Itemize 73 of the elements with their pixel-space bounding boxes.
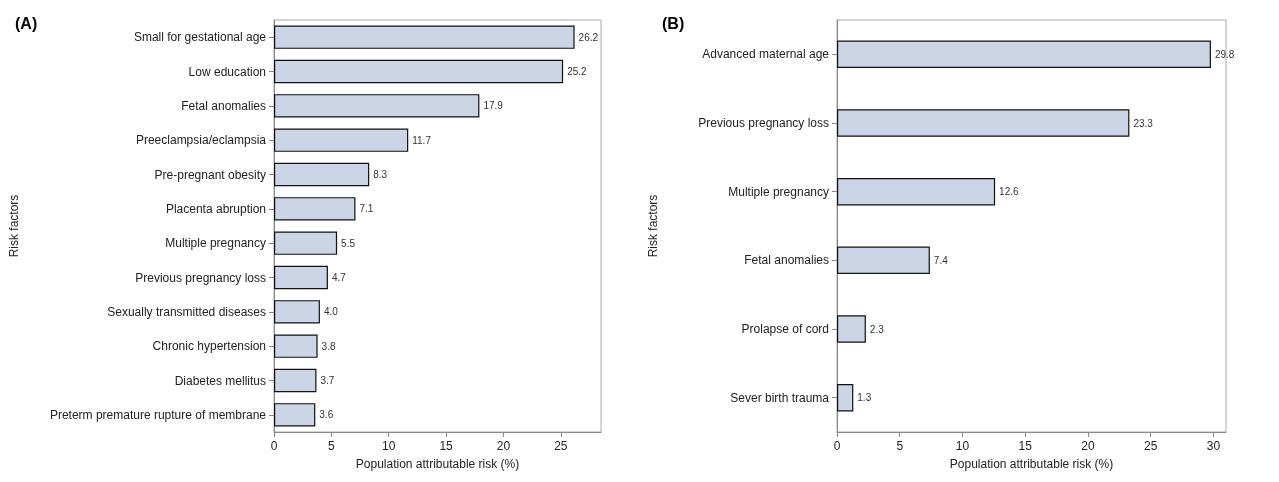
- data-label: 25.2: [567, 66, 588, 77]
- y-tick-label: Preterm premature rupture of membrane: [49, 407, 267, 422]
- x-tick-label: 0: [270, 439, 278, 453]
- y-tick-label: Pre-pregnant obesity: [154, 167, 266, 182]
- y-tick-label: Chronic hypertension: [152, 339, 266, 354]
- x-tick-label: 20: [1081, 439, 1095, 453]
- y-tick-label: Previous pregnancy loss: [135, 270, 266, 285]
- data-label: 7.4: [933, 254, 949, 266]
- y-tick-label: Small for gestational age: [133, 30, 267, 45]
- x-tick-label: 0: [833, 439, 841, 453]
- data-label: 3.6: [319, 409, 334, 421]
- data-label: 4.7: [331, 272, 347, 283]
- x-tick-label: 10: [382, 439, 396, 453]
- bar: [274, 403, 316, 427]
- bar: [274, 94, 480, 118]
- bar: [274, 25, 575, 49]
- data-label: 17.9: [483, 100, 504, 112]
- y-tick-label: Advanced maternal age: [702, 47, 830, 62]
- bar: [274, 265, 328, 290]
- y-tick-label: Multiple pregnancy: [728, 184, 829, 199]
- bar: [274, 231, 338, 255]
- bar: [274, 334, 318, 358]
- data-label: 26.2: [578, 31, 599, 43]
- y-tick-label: Diabetes mellitus: [174, 373, 266, 388]
- data-label: 1.3: [857, 392, 872, 404]
- bar: [274, 59, 564, 84]
- y-tick-label: Fetal anomalies: [744, 253, 829, 268]
- x-tick-label: 5: [328, 439, 336, 453]
- text: (A): [15, 14, 38, 32]
- x-tick-label: 10: [955, 439, 970, 453]
- x-axis-title: Population attributable risk (%): [355, 457, 520, 471]
- y-tick-label: Multiple pregnancy: [165, 236, 266, 251]
- bar: [274, 197, 356, 221]
- bar: [837, 109, 1130, 137]
- x-axis-title: Population attributable risk (%): [949, 457, 1114, 471]
- data-label: 12.6: [999, 186, 1020, 198]
- bar: [837, 177, 996, 206]
- y-tick-label: Sexually transmitted diseases: [107, 304, 266, 319]
- bar: [274, 128, 409, 152]
- data-label: 23.3: [1133, 117, 1154, 129]
- y-tick-label: Fetal anomalies: [181, 98, 266, 113]
- bar: [837, 246, 930, 275]
- data-label: 29.8: [1214, 48, 1235, 60]
- bar: [837, 40, 1211, 69]
- data-label: 8.3: [373, 169, 388, 180]
- x-tick-label: 5: [896, 439, 904, 453]
- y-axis-title: Risk factors: [7, 194, 21, 258]
- x-tick-label: 15: [439, 439, 454, 453]
- data-label: 2.3: [869, 323, 885, 335]
- text: (B): [662, 14, 685, 32]
- y-tick-label: Preeclampsia/eclampsia: [135, 133, 267, 148]
- data-label: 3.7: [320, 375, 335, 386]
- y-tick-label: Prolapse of cord: [741, 322, 829, 336]
- y-tick-label: Sever birth trauma: [730, 390, 830, 405]
- bar: [837, 315, 866, 343]
- bar: [274, 300, 320, 324]
- x-tick-label: 30: [1206, 439, 1221, 453]
- y-tick-label: Low education: [188, 64, 266, 79]
- data-label: 4.0: [323, 306, 339, 318]
- bar: [274, 368, 317, 393]
- x-tick-label: 25: [554, 439, 568, 453]
- data-label: 7.1: [359, 203, 374, 215]
- data-label: 11.7: [412, 134, 432, 146]
- x-tick-label: 25: [1144, 439, 1158, 453]
- y-tick-label: Previous pregnancy loss: [698, 116, 829, 130]
- y-tick-label: Placenta abruption: [165, 201, 266, 216]
- y-axis-title: Risk factors: [646, 194, 660, 258]
- x-tick-label: 20: [496, 439, 511, 453]
- bar: [837, 383, 854, 412]
- data-label: 3.8: [321, 340, 336, 352]
- x-tick-label: 15: [1018, 439, 1033, 453]
- data-label: 5.5: [341, 237, 356, 249]
- bar: [274, 162, 370, 187]
